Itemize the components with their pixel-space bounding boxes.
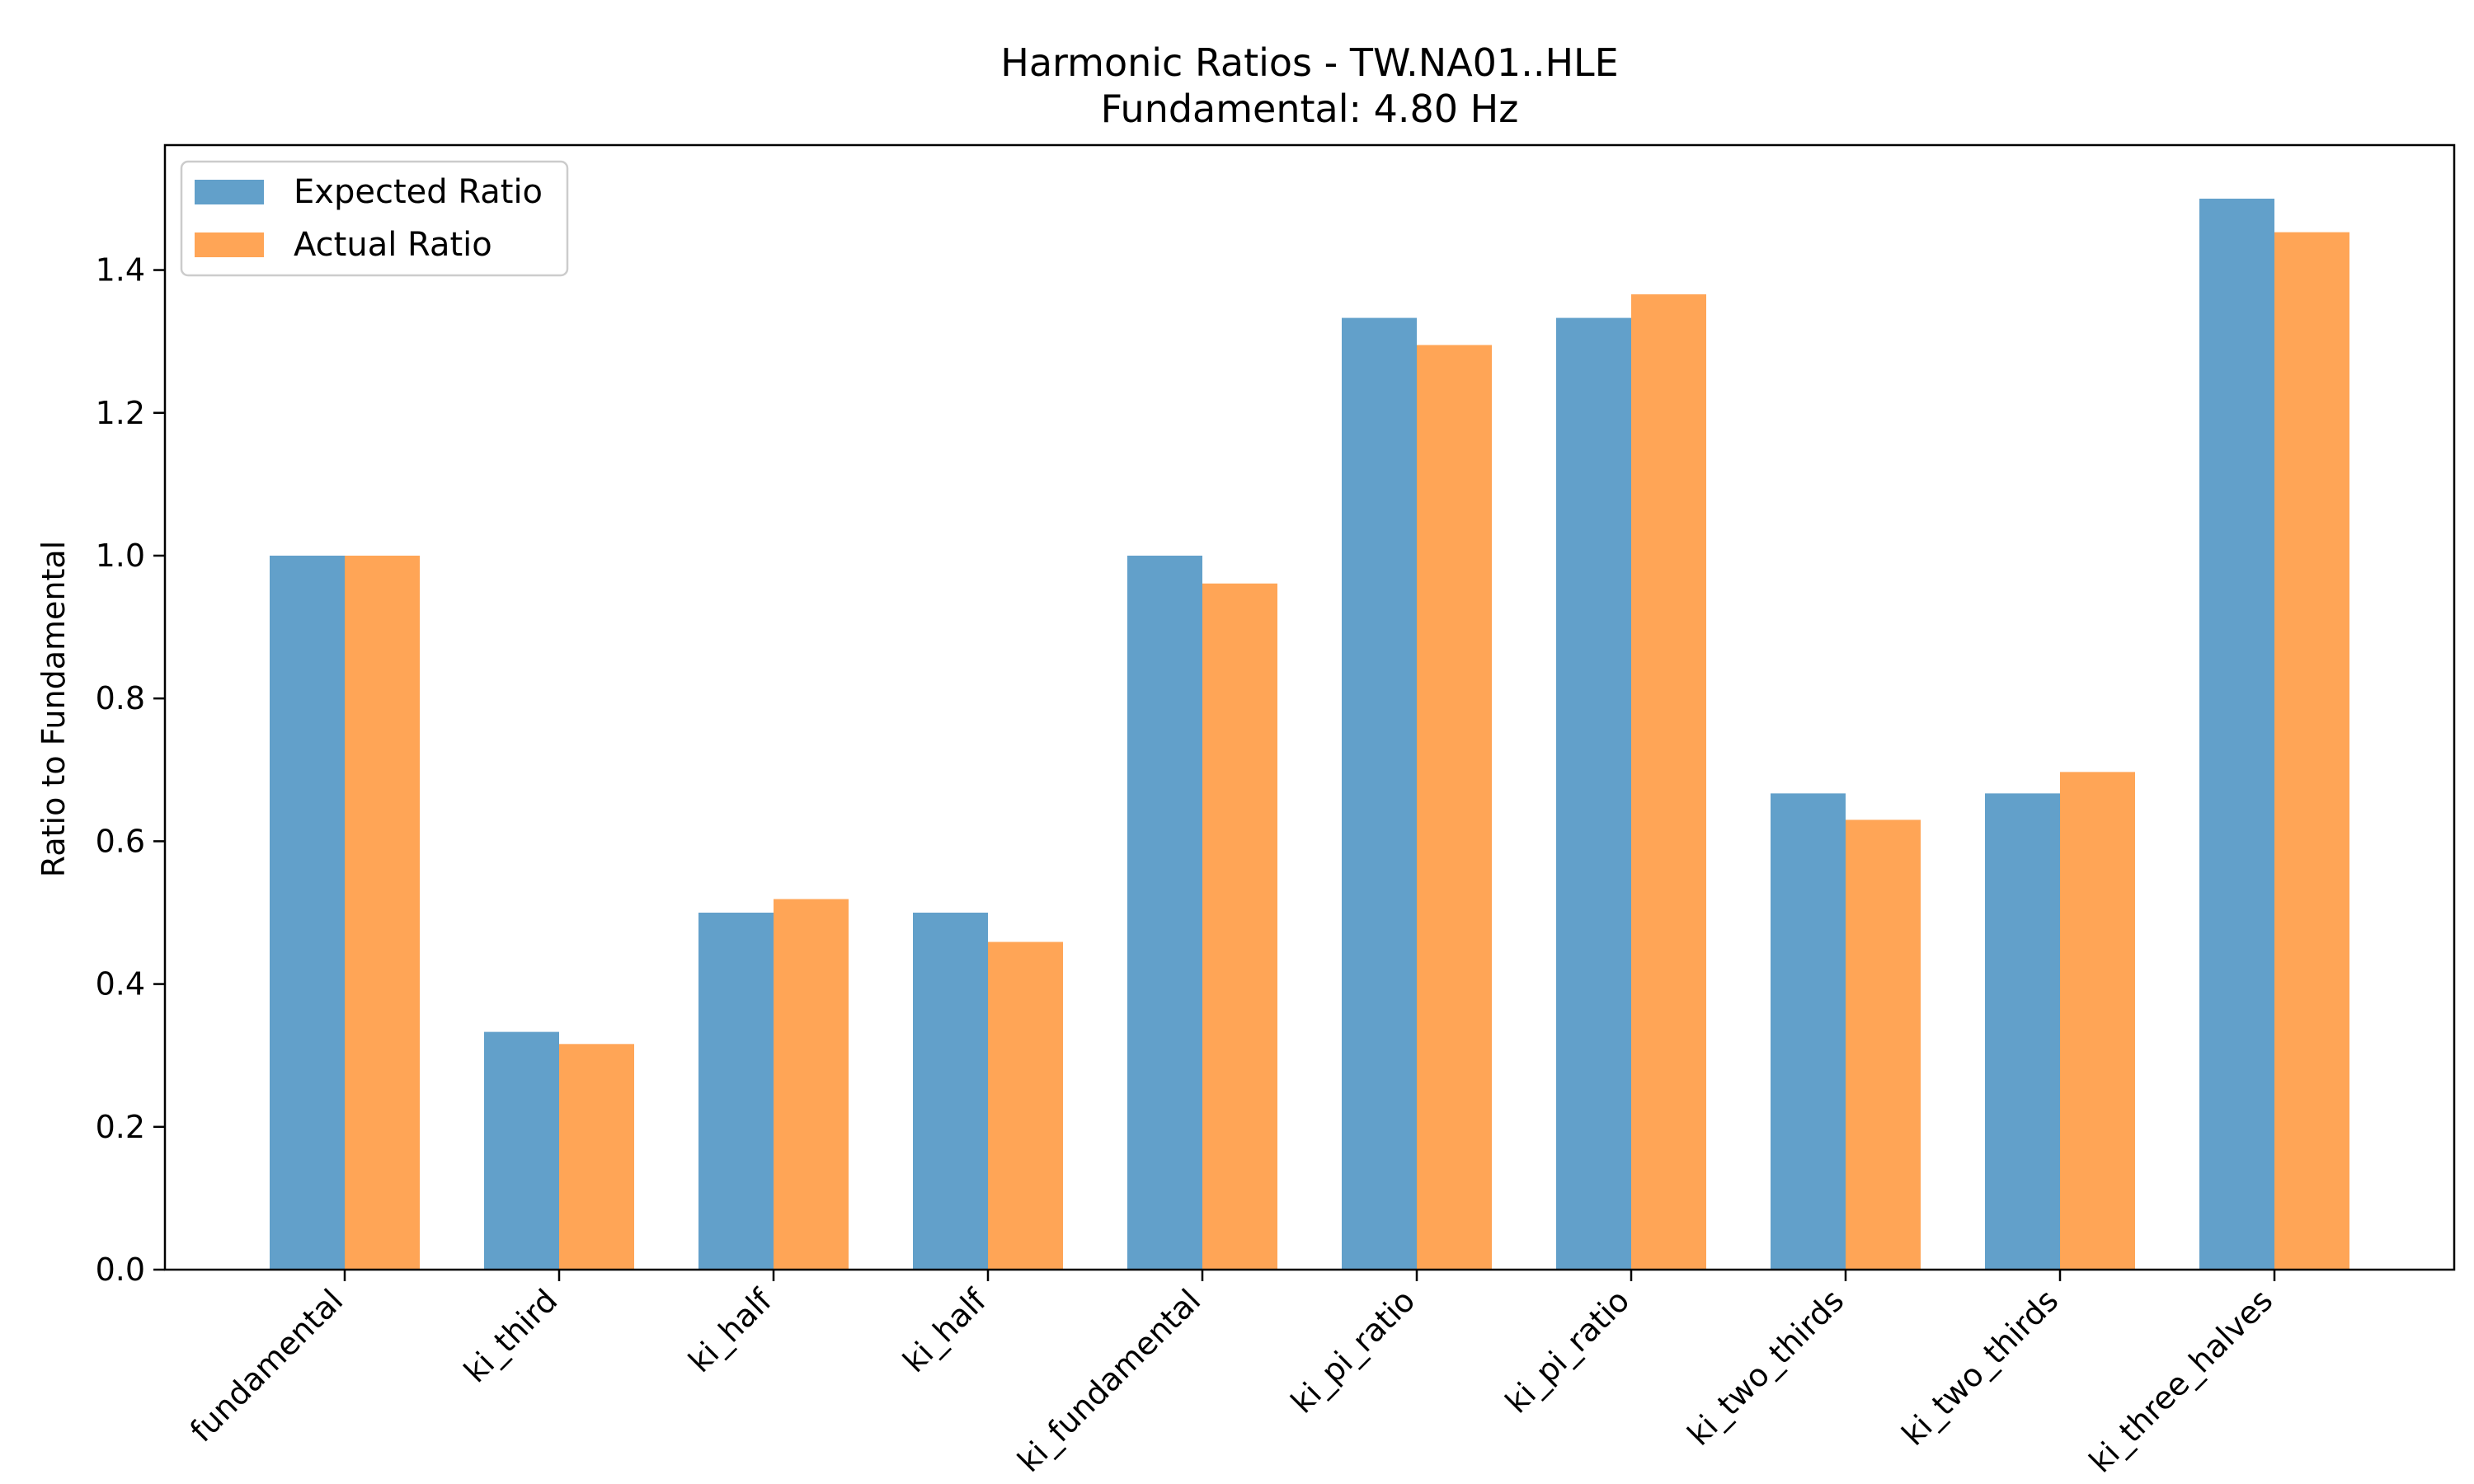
legend-box bbox=[180, 160, 569, 277]
bar-expected-7 bbox=[1771, 793, 1846, 1270]
bar-actual-5 bbox=[1417, 345, 1492, 1270]
bar-actual-7 bbox=[1846, 819, 1921, 1270]
bar-expected-9 bbox=[2199, 198, 2274, 1270]
bar-actual-3 bbox=[988, 942, 1063, 1270]
legend-label-expected: Expected Ratio bbox=[294, 173, 543, 211]
bar-expected-4 bbox=[1127, 555, 1202, 1270]
bar-actual-4 bbox=[1202, 583, 1277, 1270]
bar-expected-2 bbox=[698, 912, 774, 1270]
bar-actual-9 bbox=[2274, 232, 2349, 1270]
bar-actual-2 bbox=[774, 899, 849, 1270]
legend-swatch-actual bbox=[195, 232, 264, 257]
bar-expected-6 bbox=[1556, 317, 1631, 1270]
y-tick-label: 0.2 bbox=[96, 1109, 145, 1145]
axes-frame bbox=[163, 143, 2456, 1271]
bar-actual-6 bbox=[1631, 294, 1706, 1270]
chart-subtitle: Fundamental: 4.80 Hz bbox=[1101, 87, 1519, 131]
y-tick-label: 0.6 bbox=[96, 823, 145, 859]
bar-actual-8 bbox=[2060, 772, 2135, 1270]
y-tick-label: 1.0 bbox=[96, 538, 145, 574]
y-axis-label: Ratio to Fundamental bbox=[35, 541, 72, 877]
legend: Expected Ratio Actual Ratio bbox=[180, 160, 569, 277]
bar-actual-0 bbox=[345, 555, 420, 1270]
y-tick-label: 1.4 bbox=[96, 252, 145, 289]
chart-title: Harmonic Ratios - TW.NA01..HLE bbox=[1000, 40, 1618, 85]
bar-expected-8 bbox=[1985, 793, 2060, 1270]
bar-expected-1 bbox=[484, 1031, 559, 1270]
legend-label-actual: Actual Ratio bbox=[294, 226, 492, 264]
bar-expected-3 bbox=[913, 912, 988, 1270]
bar-actual-1 bbox=[559, 1044, 634, 1270]
y-tick-label: 0.8 bbox=[96, 680, 145, 716]
bar-expected-0 bbox=[270, 555, 345, 1270]
y-tick-label: 0.4 bbox=[96, 966, 145, 1003]
bar-expected-5 bbox=[1342, 317, 1417, 1270]
y-tick-label: 1.2 bbox=[96, 395, 145, 431]
y-tick-label: 0.0 bbox=[96, 1252, 145, 1288]
legend-swatch-expected bbox=[195, 180, 264, 204]
